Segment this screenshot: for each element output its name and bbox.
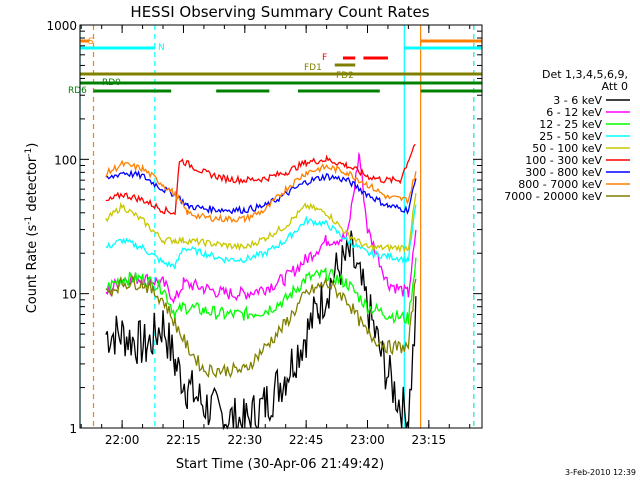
x-axis-label: Start Time (30-Apr-06 21:49:42) <box>176 457 384 472</box>
legend-label: 3 - 6 keV <box>553 94 602 107</box>
x-tick-label: 23:00 <box>350 433 385 447</box>
flag-label-fd1: FD1 <box>304 63 322 73</box>
x-tick-label: 23:15 <box>412 433 447 447</box>
flag-label-rd0: RD0 <box>102 78 121 88</box>
x-tick-label: 22:30 <box>228 433 263 447</box>
flag-label-s: S <box>88 37 94 47</box>
y-tick-label: 1 <box>69 422 77 436</box>
legend-label: 800 - 7000 keV <box>518 178 602 191</box>
x-tick-label: 22:00 <box>105 433 140 447</box>
vertical-markers <box>79 25 475 428</box>
legend-header-line2: Att 0 <box>602 80 628 93</box>
y-tick-label: 100 <box>54 153 77 167</box>
series-lines <box>105 143 417 431</box>
y-axis-label-exp2: -1 <box>24 148 34 157</box>
flag-label-rd6: RD6 <box>68 86 87 96</box>
flag-label-f: F <box>322 53 327 63</box>
series-line <box>105 230 417 431</box>
series-line <box>105 274 417 379</box>
y-tick-label: 10 <box>62 288 77 302</box>
series-line <box>105 193 417 254</box>
legend-label: 12 - 25 keV <box>539 118 602 131</box>
y-axis-label-a: Count Rate (s <box>25 225 40 314</box>
series-line <box>105 257 417 325</box>
series-line <box>105 169 417 215</box>
y-axis-label-exp1: -1 <box>24 216 34 225</box>
legend-label: 300 - 800 keV <box>525 166 602 179</box>
series-line <box>105 159 417 224</box>
series-line <box>105 151 417 305</box>
series-line <box>105 204 417 270</box>
x-tick-label: 22:15 <box>166 433 201 447</box>
chart-title: HESSI Observing Summary Count Rates <box>130 3 429 21</box>
flag-label-n: N <box>158 43 165 53</box>
legend-label: 6 - 12 keV <box>546 106 602 119</box>
legend-label: 50 - 100 keV <box>532 142 602 155</box>
footer-timestamp: 3-Feb-2010 12:39 <box>565 468 636 477</box>
y-axis-label-c: detector <box>25 156 40 216</box>
legend-label: 100 - 300 keV <box>525 154 602 167</box>
legend-label: 7000 - 20000 keV <box>504 190 602 203</box>
y-axis-label: Count Rate (s-1 detector-1) <box>24 143 40 314</box>
y-tick-label: 1000 <box>46 19 77 33</box>
flag-label-fd2: FD2 <box>336 71 354 81</box>
plot-frame <box>79 24 483 429</box>
legend-header-line1: Det 1,3,4,5,6,9, <box>542 68 628 81</box>
y-axis-label-e: ) <box>25 143 40 148</box>
axes: 1 10 100 1000 22:00 22:15 22:30 22:45 23:00 23:15 <box>46 19 483 447</box>
x-tick-label: 22:45 <box>289 433 324 447</box>
legend-label: 25 - 50 keV <box>539 130 602 143</box>
series-line <box>105 143 416 216</box>
